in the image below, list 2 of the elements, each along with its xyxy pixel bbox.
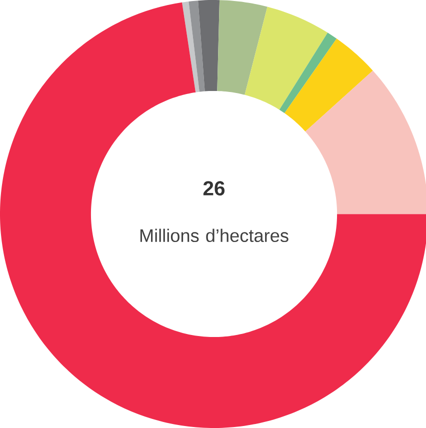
text: Millions d’hectares bbox=[140, 228, 288, 242]
text: 26 bbox=[204, 181, 225, 196]
